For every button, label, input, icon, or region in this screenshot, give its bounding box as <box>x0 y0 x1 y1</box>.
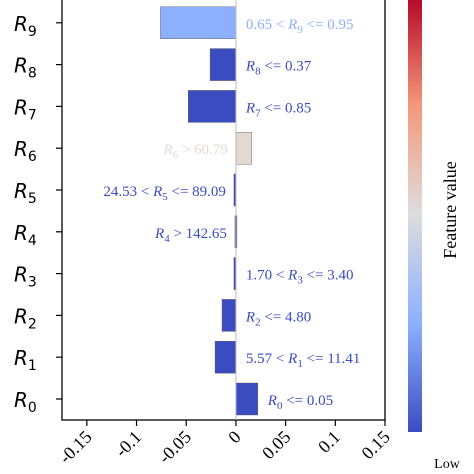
bar-label-r6: R6 > 60.79 <box>163 142 228 161</box>
bar-label-r1: 5.57 < R1 <= 11.41 <box>246 351 361 370</box>
bar-r9 <box>160 6 237 40</box>
y-tick-label-r0: R0 <box>14 388 37 416</box>
colorbar: Low Feature value <box>408 0 461 472</box>
y-tick-label-r3: R3 <box>14 263 37 291</box>
x-tick-label: -0.15 <box>55 427 96 468</box>
y-tick-label-r5: R5 <box>14 179 37 207</box>
y-tick-label-r1: R1 <box>14 346 37 374</box>
y-axis-ticks: R0 R1 R2 R3 R4 R5 R6 R7 R8 R9 <box>14 12 62 416</box>
bar-r1 <box>214 341 237 374</box>
y-tick-label-r8: R8 <box>14 54 37 82</box>
bar-label-r8: R8 <= 0.37 <box>245 59 312 78</box>
bar-label-r5: 24.53 < R5 <= 89.09 <box>103 184 226 203</box>
bar-r0 <box>235 382 258 416</box>
bar-r8 <box>209 48 237 81</box>
y-tick-label-r4: R4 <box>14 221 37 249</box>
bar-r6 <box>235 131 253 165</box>
bar-label-r4: R4 > 142.65 <box>154 226 227 245</box>
x-tick-label: -0.1 <box>111 427 145 461</box>
plot-frame <box>61 0 386 421</box>
bar-r7 <box>188 90 237 123</box>
y-tick-label-r7: R7 <box>14 95 37 123</box>
y-tick-label-r6: R6 <box>14 137 37 165</box>
bar-label-r0: R0 <= 0.05 <box>267 393 333 412</box>
bar-label-r2: R2 <= 4.80 <box>245 309 311 328</box>
bars-layer <box>160 6 258 416</box>
x-tick-label: 0.1 <box>314 427 344 457</box>
x-tick-label: -0.05 <box>154 427 195 468</box>
colorbar-title: Feature value <box>440 161 460 258</box>
bar-label-r9: 0.65 < R9 <= 0.95 <box>246 17 354 36</box>
x-tick-label: 0.15 <box>357 427 393 463</box>
bar-labels-layer: R0 <= 0.05 5.57 < R1 <= 11.41 R2 <= 4.80 1.… <box>103 17 360 412</box>
x-tick-label: 0 <box>224 427 245 448</box>
colorbar-low-label: Low <box>434 457 461 472</box>
bar-label-r7: R7 <= 0.85 <box>245 100 311 119</box>
colorbar-gradient <box>408 0 422 432</box>
bar-label-r3: 1.70 < R3 <= 3.40 <box>246 268 354 287</box>
y-tick-label-r2: R2 <box>14 304 37 332</box>
x-tick-label: 0.05 <box>258 427 294 463</box>
bar-r2 <box>221 299 237 332</box>
y-tick-label-r9: R9 <box>14 12 37 40</box>
x-axis-ticks: -0.15 -0.1 -0.05 0 0.05 0.1 0.15 <box>55 420 394 467</box>
